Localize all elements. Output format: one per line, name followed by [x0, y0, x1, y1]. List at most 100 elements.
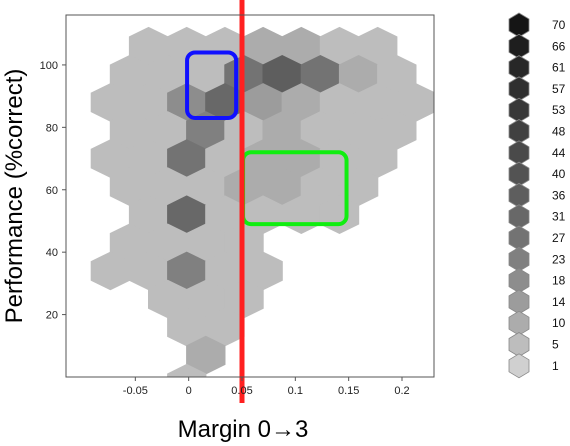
legend-label: 44 [552, 146, 566, 160]
hex-cell [300, 167, 341, 206]
hex-cell [167, 307, 207, 347]
hex-cell [167, 251, 207, 291]
highlight-box [185, 50, 239, 120]
hex-cell [243, 83, 283, 122]
hex-cell [109, 55, 150, 94]
legend-label: 66 [552, 39, 566, 53]
legend-label: 70 [552, 18, 566, 32]
legend-label: 36 [552, 188, 566, 202]
hex-cell [205, 139, 245, 178]
hex-cell [90, 139, 131, 178]
x-tick-label: 0.15 [338, 385, 359, 397]
x-tick-label: 0.1 [288, 385, 303, 397]
legend-swatch [508, 225, 530, 251]
legend-label: 1 [552, 359, 559, 373]
hex-cell [281, 139, 321, 178]
x-tick-label: 0 [186, 385, 192, 397]
hex-cell [338, 111, 379, 150]
hex-cell [109, 223, 150, 263]
hex-cell [128, 139, 169, 178]
legend-label: 53 [552, 103, 566, 117]
hex-cell [128, 26, 169, 66]
x-tick-label: 0.05 [231, 385, 252, 397]
hex-cell [319, 83, 360, 122]
hex-cell [167, 26, 207, 66]
legend-swatch [508, 332, 530, 357]
hex-cell [262, 55, 302, 94]
hex-cell [338, 55, 379, 94]
hex-cell [186, 335, 226, 375]
plot-frame [65, 14, 435, 378]
legend-label: 27 [552, 231, 566, 245]
hexbin-cells [90, 26, 434, 377]
hex-cell [377, 55, 417, 94]
hex-cell [186, 279, 226, 319]
hex-cell [90, 83, 131, 122]
hex-cell [128, 251, 169, 291]
hex-cell [90, 251, 131, 291]
hex-cell [319, 139, 360, 178]
legend-label: 57 [552, 82, 566, 96]
hex-cell [205, 307, 245, 347]
legend-label: 61 [552, 61, 566, 75]
hex-cell [167, 139, 207, 178]
y-tick-label: 80 [46, 122, 58, 134]
hex-cell [281, 83, 321, 122]
hex-cell [167, 363, 207, 377]
hex-cell [396, 83, 434, 122]
hex-cell [186, 167, 226, 206]
y-tick-label: 20 [46, 310, 58, 322]
hex-cell [148, 223, 188, 263]
legend-swatch [508, 33, 530, 59]
hex-cell [109, 111, 150, 150]
hex-cell [128, 195, 169, 234]
hex-cell [205, 195, 245, 234]
hex-cell [186, 55, 226, 94]
hex-cell [262, 111, 302, 150]
legend-label: 48 [552, 125, 566, 139]
hex-cell [281, 26, 321, 66]
hex-cell [300, 55, 341, 94]
legend-swatch [508, 161, 530, 187]
hex-cell [377, 111, 417, 150]
hex-cell [262, 167, 302, 206]
hex-cell [358, 139, 398, 178]
hex-cell [338, 167, 379, 206]
hex-cell [148, 167, 188, 206]
hex-cell [358, 83, 398, 122]
legend-label: 10 [552, 316, 566, 330]
legend-label: 5 [552, 338, 559, 352]
hex-cell [243, 26, 283, 66]
hex-cell [243, 139, 283, 178]
hex-cell [148, 111, 188, 150]
y-tick-label: 60 [46, 185, 58, 197]
hex-cell [109, 167, 150, 206]
legend: 70 66 61 57 53 48 44 40 36 31 27 23 18 14 10 5 1 [508, 12, 566, 379]
legend-swatch [508, 76, 530, 102]
x-tick-label: -0.05 [123, 385, 148, 397]
legend-swatch [508, 204, 530, 230]
x-axis-title: Margin 0→3 [178, 416, 309, 443]
hex-cell [148, 279, 188, 319]
annotation-overlays [185, 0, 349, 403]
legend-swatch [508, 353, 530, 379]
legend-swatch [508, 268, 530, 294]
legend-swatch [508, 12, 530, 38]
y-tick-label: 40 [46, 247, 58, 259]
legend-swatch [508, 140, 530, 166]
axes: -0.05 0 0.05 0.1 0.15 0.2 20 40 60 80 100 [40, 60, 410, 397]
legend-swatch [508, 97, 530, 123]
hex-cell [319, 26, 360, 66]
hex-cell [186, 223, 226, 263]
hex-cell [186, 111, 226, 150]
hex-cell [243, 251, 283, 291]
x-tick-label: 0.2 [394, 385, 409, 397]
hex-cell [300, 111, 341, 150]
hex-cell [128, 83, 169, 122]
y-tick-label: 100 [40, 60, 58, 72]
legend-swatch [508, 246, 530, 272]
y-axis-title: Performance (%correct) [1, 69, 28, 324]
hex-cell [358, 26, 398, 66]
legend-swatch [508, 55, 530, 81]
legend-label: 40 [552, 167, 566, 181]
